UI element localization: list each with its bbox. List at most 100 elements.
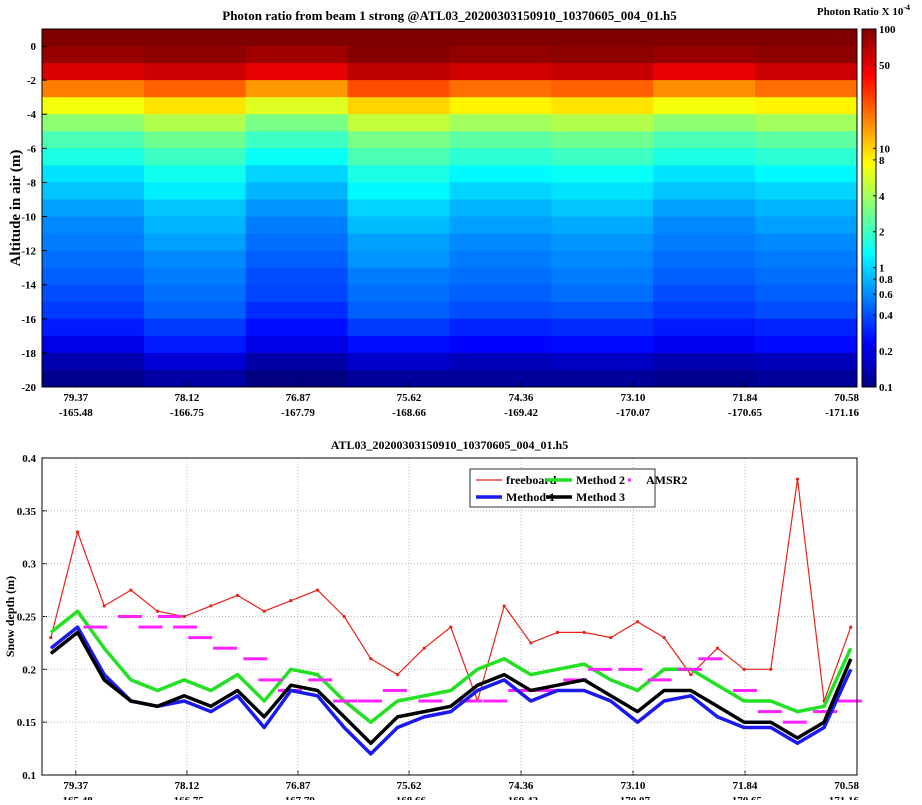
colorbar-segment (862, 231, 876, 236)
heat-cell (347, 216, 450, 235)
colorbar-segment (862, 100, 876, 105)
heat-cell (449, 267, 552, 286)
amsr2-dash (698, 657, 723, 661)
heat-cell (653, 250, 756, 269)
colorbar-segment (862, 363, 876, 367)
heat-cell (42, 267, 145, 286)
series-line (50, 478, 852, 702)
heat-cell (245, 131, 349, 149)
colorbar-segment (862, 142, 876, 146)
heat-cell (755, 233, 858, 252)
heat-cell (449, 233, 552, 252)
colorbar-segment (862, 208, 876, 212)
colorbar-segment (862, 190, 876, 194)
heat-cell (449, 148, 552, 166)
colorbar-segment (862, 354, 876, 358)
y-tick-label: -20 (21, 382, 36, 394)
series-marker (395, 673, 400, 677)
heat-cell (143, 318, 247, 337)
heat-cell (755, 284, 858, 303)
heat-cell (245, 97, 349, 115)
heat-cell (42, 318, 145, 337)
heat-cell (551, 46, 654, 64)
heat-cell (42, 80, 145, 98)
colorbar-segment (862, 312, 876, 316)
heat-cell (143, 148, 247, 166)
heat-cell (755, 148, 858, 166)
colorbar-tick-label: 0.6 (879, 289, 893, 301)
x-tick-label-secondary: -165.48 (59, 795, 93, 800)
heat-cell (347, 250, 450, 269)
colorbar-segment (862, 46, 876, 51)
heat-cell (653, 301, 756, 320)
heat-cell (653, 182, 756, 200)
colorbar-tick-label: 0.2 (879, 346, 893, 358)
heat-cell (143, 46, 247, 64)
heat-cell (42, 131, 145, 149)
heat-cell (551, 80, 654, 98)
amsr2-dash (83, 625, 108, 629)
heat-cell (755, 369, 858, 388)
heat-cell (449, 369, 552, 388)
amsr2-dash (677, 667, 702, 671)
heat-cell (347, 131, 450, 149)
x-tick-label: 73.10 (621, 392, 646, 404)
x-tick-label-secondary: -169.42 (504, 407, 538, 419)
colorbar-segment (862, 103, 876, 108)
colorbar-segment (862, 82, 876, 87)
heat-cell (653, 267, 756, 286)
heat-cell (143, 97, 247, 115)
heat-cell (347, 114, 450, 132)
colorbar-segment (862, 154, 876, 158)
heat-cell (347, 80, 450, 98)
amsr2-dash (757, 710, 782, 714)
amsr2-dash (173, 625, 198, 629)
colorbar-tick-label: 0.4 (879, 310, 893, 322)
colorbar-segment (862, 345, 876, 349)
colorbar-segment (862, 303, 876, 307)
colorbar-segment (862, 279, 876, 284)
series-marker (262, 609, 266, 613)
heat-cell (245, 267, 349, 286)
heat-cell (143, 369, 247, 388)
colorbar-segment (862, 306, 876, 310)
colorbar-segment (862, 199, 876, 203)
colorbar-segment (862, 255, 876, 260)
colorbar-segment (862, 330, 876, 334)
heat-cell (42, 199, 145, 218)
colorbar-segment (862, 381, 876, 385)
colorbar-segment (862, 234, 876, 239)
heat-cell (245, 63, 349, 81)
heat-cell (245, 233, 349, 252)
heat-cell (143, 29, 247, 47)
heat-cell (653, 80, 756, 98)
colorbar-segment (862, 297, 876, 301)
y-axis-label: Altitude in air (m) (8, 150, 24, 267)
colorbar-segment (862, 336, 876, 340)
heat-cell (347, 29, 450, 47)
colorbar-segment (862, 79, 876, 84)
heat-cell (449, 199, 552, 218)
colorbar-segment (862, 196, 876, 200)
colorbar-segment (862, 273, 876, 278)
heat-cell (551, 284, 654, 303)
heat-cell (755, 216, 858, 235)
colorbar-segment (862, 85, 876, 90)
legend-label: Method 3 (576, 490, 625, 504)
heat-cell (42, 114, 145, 132)
colorbar-segment (862, 282, 876, 287)
colorbar-tick-label: 2 (879, 227, 885, 239)
series-marker (555, 630, 560, 634)
series-marker (795, 477, 800, 481)
x-tick-label: 76.87 (286, 392, 311, 404)
heat-cell (551, 233, 654, 252)
x-tick-label-secondary: -168.66 (392, 407, 426, 419)
colorbar-segment (862, 139, 876, 143)
x-tick-label: 74.36 (509, 392, 534, 404)
amsr2-dash (782, 720, 807, 724)
colorbar-segment (862, 34, 876, 39)
heat-cell (245, 352, 349, 371)
series-marker (289, 599, 293, 603)
colorbar-segment (862, 91, 876, 96)
colorbar-segment (862, 94, 876, 99)
